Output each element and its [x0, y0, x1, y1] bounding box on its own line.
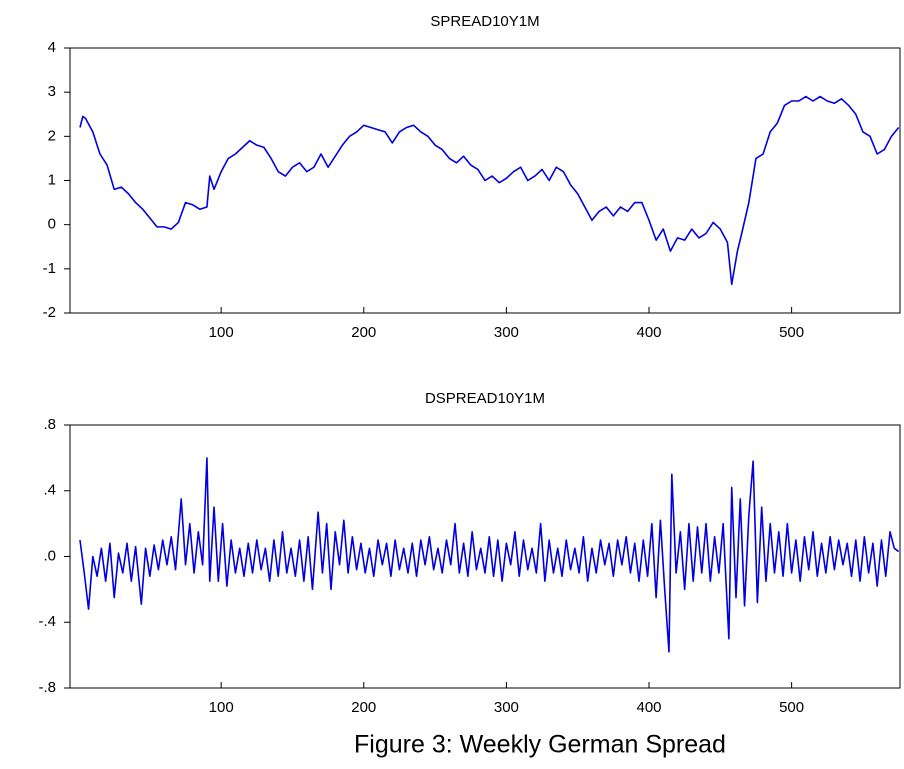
data-line — [79, 95, 900, 286]
x-tick-label: 500 — [779, 324, 804, 341]
x-tick-label: 100 — [209, 699, 234, 716]
data-line — [79, 457, 900, 653]
x-tick-label: 300 — [494, 324, 519, 341]
x-tick-label: 200 — [351, 699, 376, 716]
y-tick-label: .0 — [43, 547, 56, 564]
y-tick-label: .4 — [43, 482, 56, 499]
y-tick-label: -2 — [43, 304, 56, 321]
y-tick-label: -.4 — [38, 613, 56, 630]
chart-title: DSPREAD10Y1M — [425, 390, 545, 407]
y-tick-label: 4 — [48, 39, 56, 56]
x-tick-label: 500 — [779, 699, 804, 716]
y-tick-label: 1 — [48, 171, 56, 188]
x-tick-label: 300 — [494, 699, 519, 716]
caption: Figure 3: Weekly German Spread — [354, 731, 726, 759]
y-tick-label: -1 — [43, 260, 56, 277]
y-tick-label: .8 — [43, 416, 56, 433]
x-tick-label: 400 — [636, 699, 661, 716]
x-tick-label: 400 — [636, 324, 661, 341]
y-tick-label: 0 — [48, 216, 56, 233]
chart-title: SPREAD10Y1M — [430, 13, 539, 30]
y-tick-label: 2 — [48, 127, 56, 144]
y-tick-label: 3 — [48, 83, 56, 100]
x-tick-label: 200 — [351, 324, 376, 341]
y-tick-label: -.8 — [38, 679, 56, 696]
x-tick-label: 100 — [209, 324, 234, 341]
